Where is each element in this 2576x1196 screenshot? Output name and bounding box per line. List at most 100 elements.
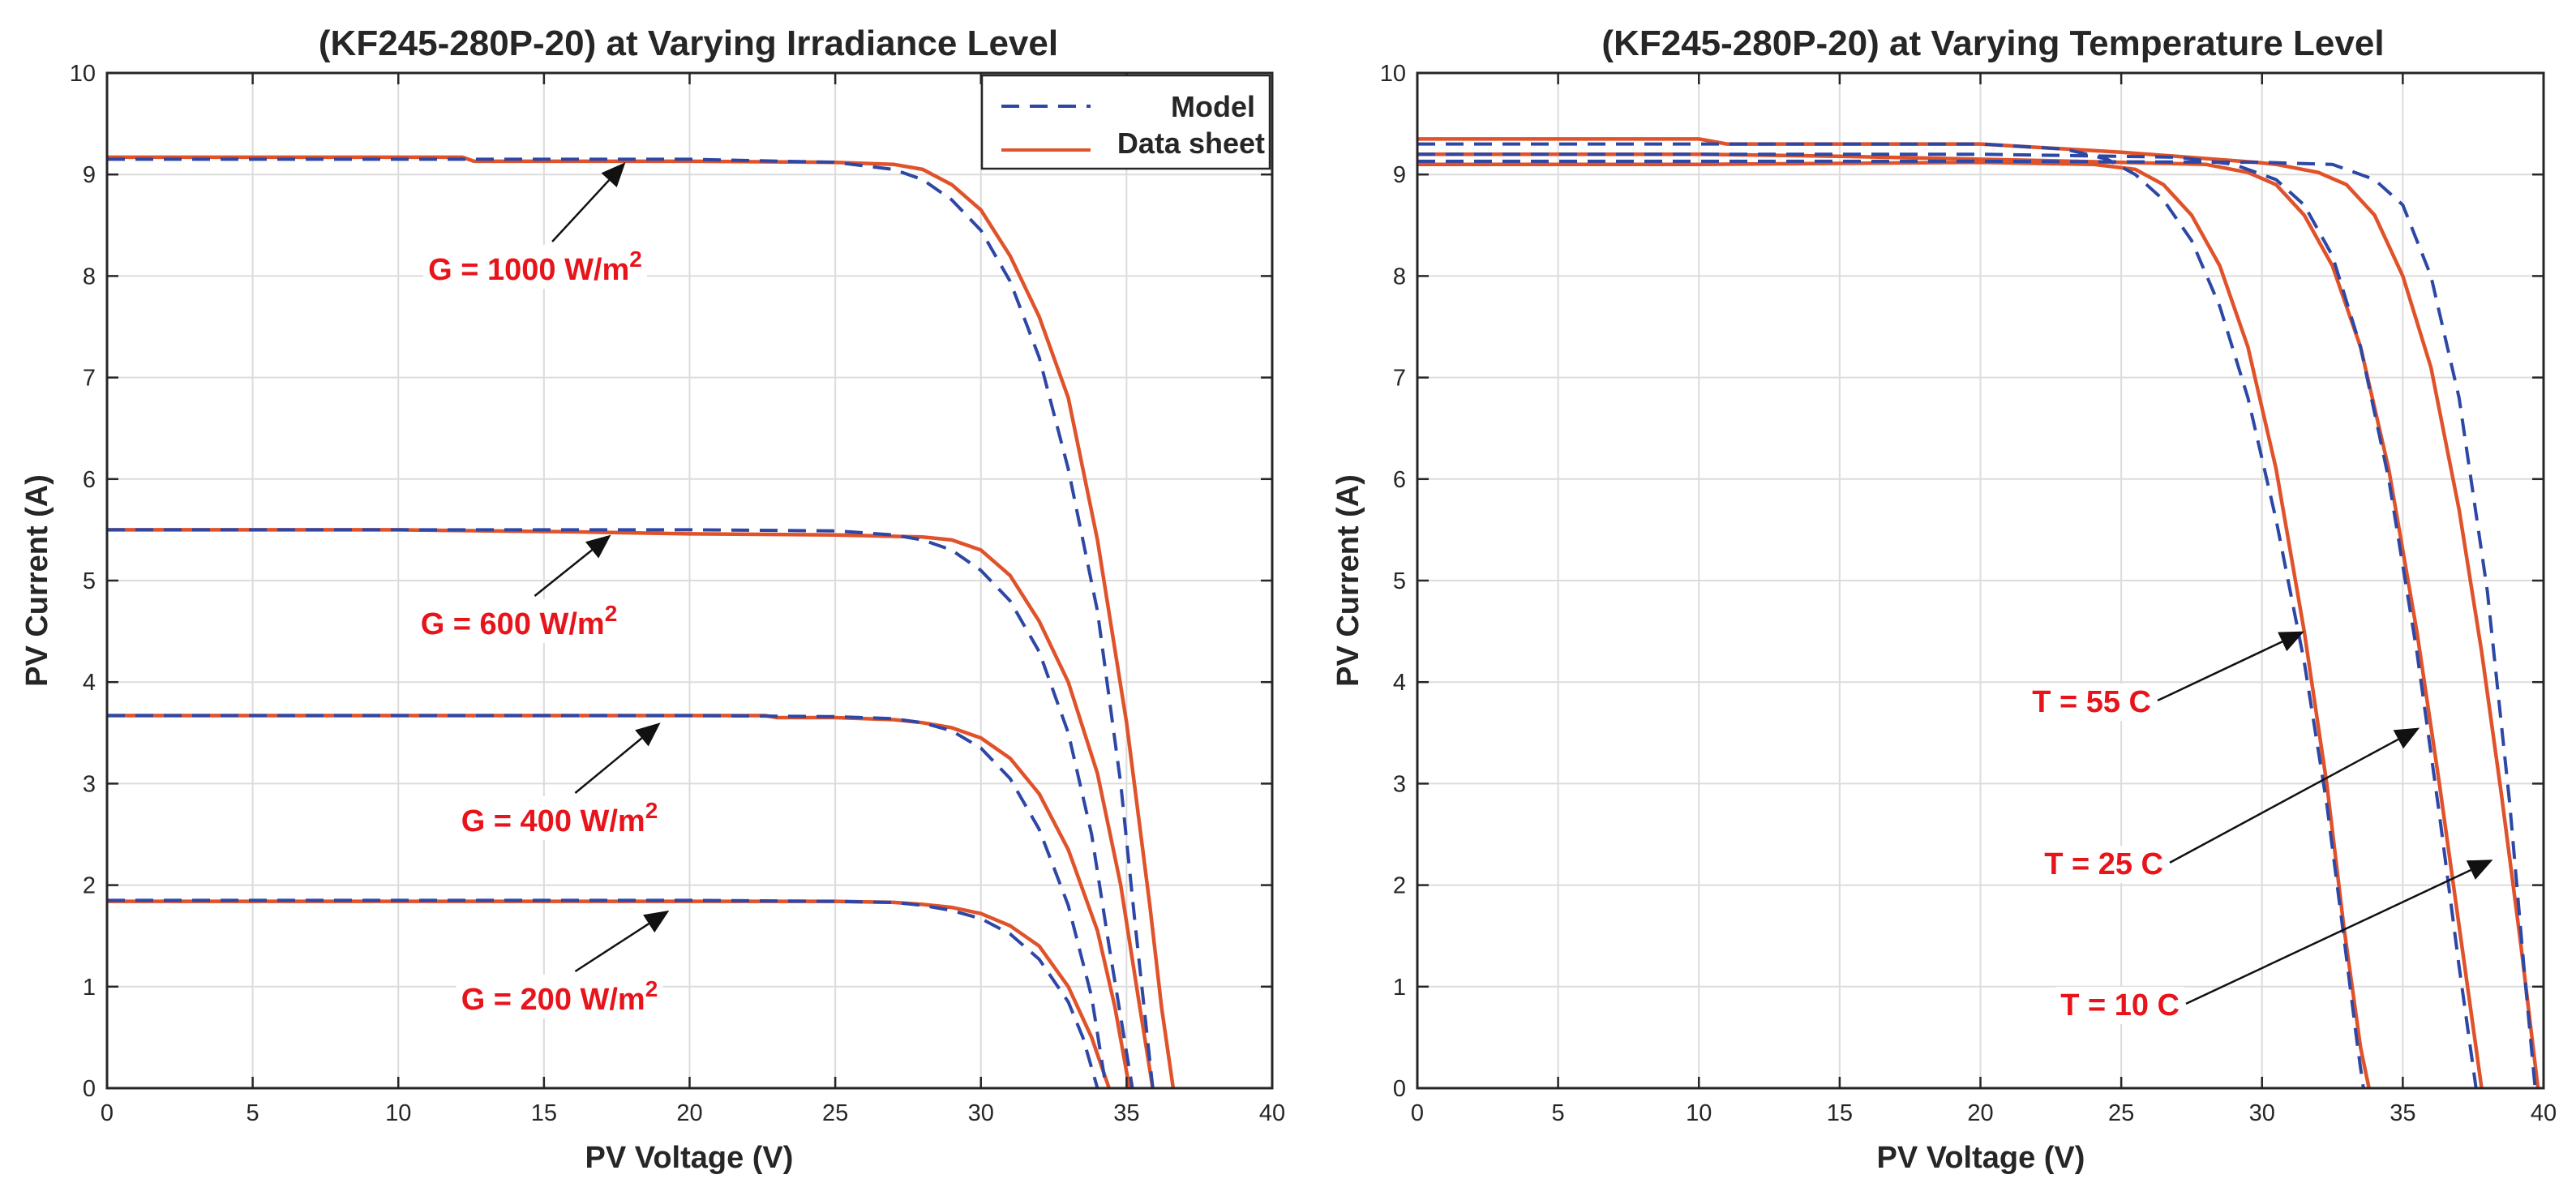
datasheet-series-line bbox=[1417, 160, 2371, 1089]
y-tick-label: 0 bbox=[1393, 1076, 1406, 1102]
x-tick-label: 25 bbox=[2108, 1100, 2134, 1126]
x-tick-label: 35 bbox=[1113, 1100, 1139, 1126]
legend-model-label: Model bbox=[1171, 90, 1255, 123]
x-tick-label: 40 bbox=[2531, 1100, 2557, 1126]
y-tick-label: 2 bbox=[83, 873, 96, 899]
annotation-superscript: 2 bbox=[629, 246, 642, 272]
annotation: G = 400 W/m2 bbox=[456, 722, 663, 840]
annotation-background bbox=[2055, 987, 2184, 1024]
chart-title: (KF245-280P-20) at Varying Irradiance Le… bbox=[319, 24, 1058, 63]
annotation-arrow-head bbox=[643, 910, 670, 933]
y-tick-label: 9 bbox=[83, 162, 96, 188]
annotation-label: G = 600 W/m2 bbox=[421, 601, 618, 641]
annotation-arrow-shaft bbox=[551, 179, 611, 242]
annotation-text: T = 25 C bbox=[2044, 847, 2163, 881]
annotation: T = 55 C bbox=[2027, 631, 2304, 721]
y-tick-label: 8 bbox=[83, 264, 96, 289]
y-tick-label: 9 bbox=[1393, 162, 1406, 188]
x-tick-label: 15 bbox=[531, 1100, 557, 1126]
x-axis-label: PV Voltage (V) bbox=[585, 1141, 794, 1175]
annotation-arrow-head bbox=[585, 534, 611, 559]
x-tick-label: 30 bbox=[968, 1100, 994, 1126]
annotation-label: G = 400 W/m2 bbox=[461, 798, 658, 838]
annotation-text: G = 400 W/m bbox=[461, 804, 645, 838]
x-tick-label: 15 bbox=[1827, 1100, 1853, 1126]
series-group bbox=[107, 155, 1176, 1089]
x-tick-label: 10 bbox=[385, 1100, 411, 1126]
datasheet-series-line bbox=[107, 528, 1155, 1089]
annotation-text: G = 200 W/m bbox=[461, 983, 645, 1017]
x-tick-label: 30 bbox=[2249, 1100, 2275, 1126]
annotations: G = 1000 W/m2G = 600 W/m2G = 400 W/m2G =… bbox=[415, 162, 670, 1018]
annotation-text: T = 55 C bbox=[2032, 685, 2151, 719]
annotation-superscript: 2 bbox=[645, 798, 658, 823]
annotation-arrow-head bbox=[601, 162, 626, 188]
tick-labels: 0 5 10 15 20 25 30 35 40 0 1 2 3 4 5 6 7 8 9 10 bbox=[1380, 61, 2557, 1126]
annotation: G = 200 W/m2 bbox=[456, 910, 670, 1018]
legend-datasheet-label: Data sheet bbox=[1117, 126, 1265, 160]
annotation-text: T = 10 C bbox=[2060, 988, 2180, 1022]
x-tick-label: 35 bbox=[2390, 1100, 2415, 1126]
annotation-arrow-head bbox=[635, 722, 661, 747]
x-tick-label: 5 bbox=[1552, 1100, 1565, 1126]
annotation-arrow-shaft bbox=[2157, 641, 2283, 702]
legend-box bbox=[980, 74, 1271, 170]
y-axis-label: PV Current (A) bbox=[1331, 474, 1365, 687]
annotation: T = 25 C bbox=[2039, 727, 2420, 883]
y-tick-label: 1 bbox=[83, 975, 96, 1001]
annotation-arrow-shaft bbox=[534, 549, 593, 597]
model-series-line bbox=[1417, 152, 2478, 1089]
x-tick-label: 20 bbox=[676, 1100, 702, 1126]
y-tick-label: 10 bbox=[70, 61, 96, 87]
y-tick-label: 5 bbox=[83, 568, 96, 594]
annotation-arrow-shaft bbox=[574, 737, 643, 794]
datasheet-series-line bbox=[1417, 152, 2484, 1089]
annotation-superscript: 2 bbox=[645, 976, 658, 1001]
datasheet-series-line bbox=[107, 155, 1176, 1089]
annotation-label: G = 200 W/m2 bbox=[461, 976, 658, 1017]
annotation-text: G = 1000 W/m bbox=[428, 253, 629, 287]
legend: Model Data sheet bbox=[980, 74, 1271, 170]
annotation-arrow-head bbox=[2278, 631, 2304, 652]
grid bbox=[107, 73, 1272, 1088]
annotation-background bbox=[456, 796, 663, 840]
temperature-chart: (KF245-280P-20) at Varying Temperature L… bbox=[1331, 24, 2557, 1175]
annotation-arrow-shaft bbox=[2169, 738, 2399, 864]
x-tick-label: 10 bbox=[1686, 1100, 1712, 1126]
y-tick-label: 10 bbox=[1380, 61, 1406, 87]
annotation: T = 10 C bbox=[2055, 859, 2493, 1024]
y-tick-label: 8 bbox=[1393, 264, 1406, 289]
y-tick-label: 6 bbox=[83, 467, 96, 493]
datasheet-series-line bbox=[1417, 137, 2540, 1089]
irradiance-chart: (KF245-280P-20) at Varying Irradiance Le… bbox=[20, 24, 1285, 1175]
x-tick-label: 25 bbox=[822, 1100, 848, 1126]
annotation-label: T = 10 C bbox=[2060, 988, 2180, 1022]
annotation-text: G = 600 W/m bbox=[421, 607, 605, 641]
x-tick-label: 5 bbox=[246, 1100, 259, 1126]
model-series-line bbox=[1417, 142, 2365, 1089]
x-tick-label: 0 bbox=[1411, 1100, 1424, 1126]
annotation-arrow-head bbox=[2393, 727, 2420, 749]
y-tick-label: 1 bbox=[1393, 975, 1406, 1001]
y-tick-label: 7 bbox=[83, 366, 96, 392]
annotation-background bbox=[423, 245, 647, 289]
annotation-background bbox=[456, 975, 663, 1018]
y-tick-label: 7 bbox=[1393, 366, 1406, 392]
annotation-label: T = 25 C bbox=[2044, 847, 2163, 881]
model-series-line bbox=[107, 157, 1155, 1089]
annotation-superscript: 2 bbox=[605, 601, 618, 626]
model-series-line bbox=[107, 714, 1108, 1089]
annotation-background bbox=[2039, 846, 2168, 883]
series-group bbox=[1417, 137, 2540, 1089]
x-tick-label: 20 bbox=[1967, 1100, 1993, 1126]
y-tick-label: 4 bbox=[1393, 670, 1406, 696]
annotation-arrow-shaft bbox=[574, 923, 649, 973]
model-series-line bbox=[107, 528, 1134, 1089]
x-tick-label: 40 bbox=[1259, 1100, 1285, 1126]
annotations: T = 55 C T = 25 C T = 10 C bbox=[2027, 631, 2493, 1024]
y-tick-label: 2 bbox=[1393, 873, 1406, 899]
annotation-arrow-head bbox=[2466, 859, 2493, 880]
model-series-line bbox=[1417, 159, 2537, 1089]
annotation-label: T = 55 C bbox=[2032, 685, 2151, 719]
